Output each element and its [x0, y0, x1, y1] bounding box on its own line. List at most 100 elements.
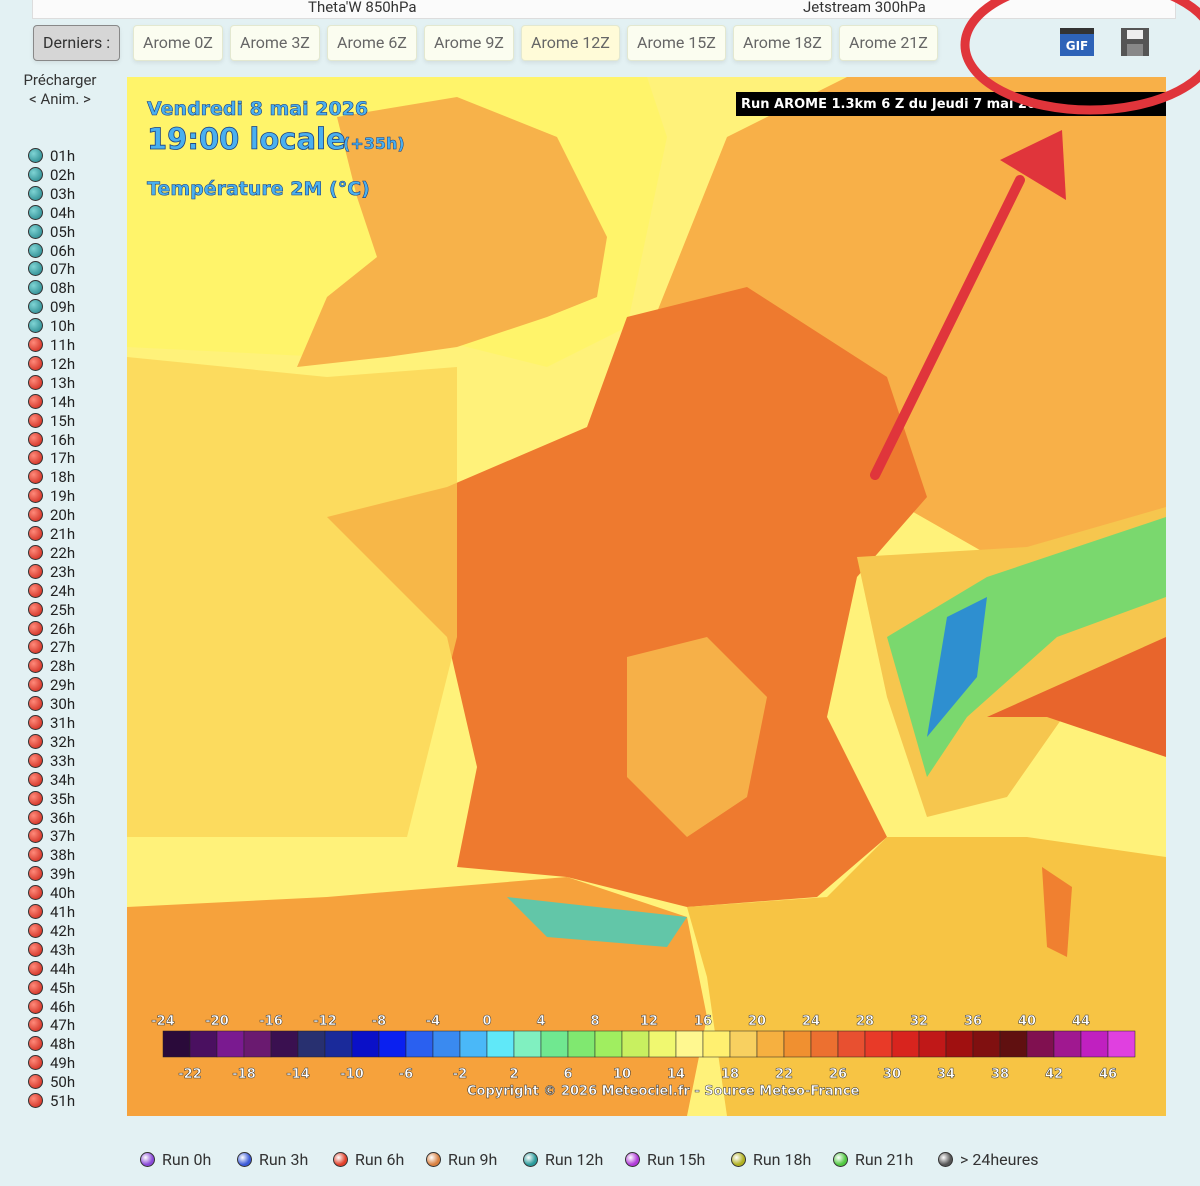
hour-item[interactable]: 37h: [28, 827, 75, 846]
hour-item[interactable]: 22h: [28, 544, 75, 563]
hour-dot: [28, 544, 43, 560]
hour-dot: [28, 1017, 43, 1033]
toolbar-label[interactable]: Derniers :: [33, 25, 121, 61]
scale-label-top: 24: [802, 1014, 820, 1029]
clapper: [1060, 28, 1094, 34]
hour-item[interactable]: 32h: [28, 733, 75, 752]
hour-item[interactable]: 45h: [28, 979, 75, 998]
legend-item[interactable]: Run 21h: [833, 1150, 913, 1169]
hour-item[interactable]: 04h: [28, 204, 75, 223]
run-button[interactable]: Arome 15Z: [627, 25, 726, 61]
hour-label: 46h: [50, 997, 76, 1016]
hour-item[interactable]: 49h: [28, 1054, 75, 1073]
hour-item[interactable]: 11h: [28, 336, 75, 355]
hour-item[interactable]: 38h: [28, 846, 75, 865]
hour-item[interactable]: 08h: [28, 279, 75, 298]
hour-item[interactable]: 34h: [28, 771, 75, 790]
hour-item[interactable]: 44h: [28, 960, 75, 979]
hour-item[interactable]: 42h: [28, 922, 75, 941]
hour-item[interactable]: 50h: [28, 1073, 75, 1092]
tab[interactable]: Jetstream 300hPa: [803, 0, 926, 16]
hour-item[interactable]: 41h: [28, 903, 75, 922]
scale-swatch: [648, 1030, 677, 1058]
hour-item[interactable]: 13h: [28, 374, 75, 393]
legend-item[interactable]: Run 18h: [731, 1150, 811, 1169]
hour-item[interactable]: 31h: [28, 714, 75, 733]
hour-item[interactable]: 09h: [28, 298, 75, 317]
hour-item[interactable]: 39h: [28, 865, 75, 884]
hour-label: 15h: [50, 411, 76, 430]
hour-item[interactable]: 17h: [28, 449, 75, 468]
hour-item[interactable]: 26h: [28, 620, 75, 639]
hour-item[interactable]: 51h: [28, 1092, 75, 1111]
hour-label: 41h: [50, 903, 76, 921]
hour-item[interactable]: 43h: [28, 941, 75, 960]
hour-item[interactable]: 24h: [28, 582, 75, 601]
hour-item[interactable]: 18h: [28, 468, 75, 487]
tab[interactable]: Theta'W 850hPa: [308, 0, 417, 16]
legend-item[interactable]: Run 12h: [523, 1150, 603, 1169]
hour-item[interactable]: 06h: [28, 242, 75, 261]
hour-item[interactable]: 01h: [28, 147, 75, 166]
hour-dot: [28, 998, 43, 1014]
hour-item[interactable]: 10h: [28, 317, 75, 336]
hour-label: 03h: [50, 184, 76, 203]
scale-label-top: 4: [536, 1014, 545, 1029]
hour-dot: [28, 620, 43, 636]
hour-item[interactable]: 12h: [28, 355, 75, 374]
run-button[interactable]: Arome 21Z: [839, 25, 938, 61]
hour-item[interactable]: 46h: [28, 998, 75, 1017]
legend-item[interactable]: Run 6h: [333, 1150, 404, 1169]
hour-item[interactable]: 40h: [28, 884, 75, 903]
hour-item[interactable]: 30h: [28, 695, 75, 714]
hour-item[interactable]: 48h: [28, 1035, 75, 1054]
run-button[interactable]: Arome 6Z: [327, 25, 417, 61]
scale-swatch: [162, 1030, 191, 1058]
hour-item[interactable]: 16h: [28, 431, 75, 450]
hour-label: 12h: [50, 354, 76, 373]
hour-item[interactable]: 20h: [28, 506, 75, 525]
hour-item[interactable]: 14h: [28, 393, 75, 412]
gif-icon[interactable]: GIF: [1058, 26, 1098, 58]
anim-link[interactable]: < Anim. >: [29, 90, 91, 108]
hour-item[interactable]: 19h: [28, 487, 75, 506]
hour-item[interactable]: 47h: [28, 1016, 75, 1035]
hour-item[interactable]: 33h: [28, 752, 75, 771]
hour-item[interactable]: 29h: [28, 676, 75, 695]
run-button[interactable]: Arome 12Z: [521, 25, 620, 61]
hour-dot: [28, 658, 43, 674]
preload-link[interactable]: Précharger: [23, 71, 97, 89]
legend-dot: [140, 1152, 155, 1167]
hour-item[interactable]: 35h: [28, 790, 75, 809]
hour-item[interactable]: 03h: [28, 185, 75, 204]
hour-dot: [28, 242, 43, 258]
hour-item[interactable]: 21h: [28, 525, 75, 544]
hour-label: 34h: [50, 770, 76, 789]
hour-dot: [28, 790, 43, 806]
hour-item[interactable]: 15h: [28, 412, 75, 431]
run-button[interactable]: Arome 3Z: [230, 25, 320, 61]
pyrenees: [507, 897, 687, 947]
run-button[interactable]: Arome 18Z: [733, 25, 832, 61]
scale-label-bottom: 6: [563, 1067, 572, 1082]
hour-item[interactable]: 02h: [28, 166, 75, 185]
scale-swatch: [810, 1030, 839, 1058]
legend-item[interactable]: Run 3h: [237, 1150, 308, 1169]
run-button[interactable]: Arome 9Z: [424, 25, 514, 61]
legend-item[interactable]: Run 0h: [140, 1150, 211, 1169]
legend-item[interactable]: > 24heures: [938, 1150, 1038, 1169]
legend-item[interactable]: Run 9h: [426, 1150, 497, 1169]
hour-item[interactable]: 36h: [28, 809, 75, 828]
hour-item[interactable]: 27h: [28, 638, 75, 657]
hour-item[interactable]: 23h: [28, 563, 75, 582]
hour-item[interactable]: 25h: [28, 601, 75, 620]
hour-item[interactable]: 05h: [28, 223, 75, 242]
hour-item[interactable]: 28h: [28, 657, 75, 676]
hour-dot: [28, 355, 43, 371]
legend-item[interactable]: Run 15h: [625, 1150, 705, 1169]
massif-central: [627, 637, 767, 837]
save-icon[interactable]: [1118, 26, 1152, 58]
run-button[interactable]: Arome 0Z: [133, 25, 223, 61]
hour-item[interactable]: 07h: [28, 260, 75, 279]
legend-dot: [833, 1152, 848, 1167]
